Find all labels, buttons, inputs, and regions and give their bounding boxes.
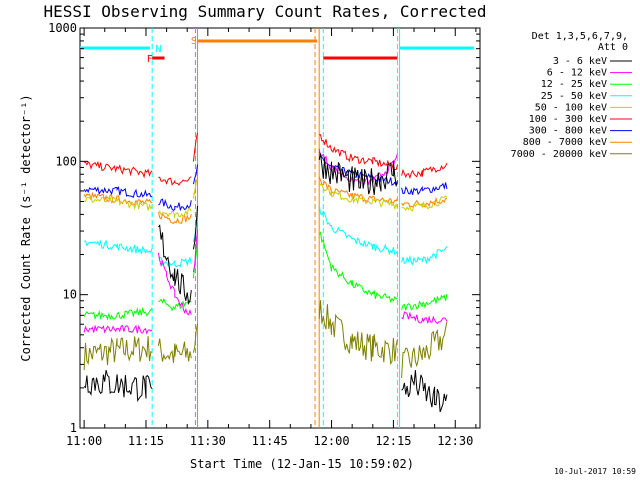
series-3-6kev: [83, 153, 448, 413]
legend-entry-label: 3 - 6 keV: [553, 56, 607, 67]
series-7000-20000kev: [83, 300, 448, 379]
flag-layer: FN S: [80, 36, 474, 65]
series-trace: [318, 300, 398, 366]
plot-frame: [79, 27, 481, 429]
x-tick-label: 12:30: [437, 434, 473, 448]
legend-entry-label: 300 - 800 keV: [529, 126, 607, 137]
series-trace: [401, 195, 448, 212]
series-trace: [83, 191, 153, 206]
flag-label-n: N: [155, 44, 161, 55]
series-trace: [192, 323, 198, 353]
plot-area: [79, 27, 481, 429]
x-tick-label: 11:45: [252, 434, 288, 448]
series-trace: [192, 179, 198, 199]
flag-label-s: S: [191, 36, 197, 47]
y-tick-label: 100: [55, 154, 77, 168]
legend-entry-label: 800 - 7000 keV: [523, 137, 607, 148]
series-trace: [83, 239, 153, 254]
chart-title: HESSI Observing Summary Count Rates, Cor…: [43, 2, 486, 21]
y-tick-label: 10: [63, 288, 77, 302]
series-trace: [157, 207, 192, 219]
x-tick-label: 12:15: [375, 434, 411, 448]
series-trace: [158, 176, 192, 186]
legend-header: Det 1,3,5,6,7,9,: [532, 31, 628, 42]
footer-date: 10-Jul-2017 10:59: [554, 467, 636, 476]
x-tick-label: 11:15: [128, 434, 164, 448]
series-trace: [319, 134, 398, 171]
series-trace: [401, 370, 448, 413]
series-trace: [401, 162, 448, 180]
series-trace: [84, 195, 153, 211]
series-50-100kev: [84, 179, 448, 219]
axes: 11:00 11:15 11:30 11:45 12:00 12:15 12:30 1 10 10…: [48, 21, 480, 448]
legend-entry-label: 50 - 100 keV: [535, 102, 607, 113]
series-trace: [158, 224, 192, 305]
series-trace: [84, 160, 153, 179]
series-trace: [192, 132, 198, 162]
x-tick-label: 11:00: [66, 434, 102, 448]
x-axis-label: Start Time (12-Jan-15 10:59:02): [190, 457, 414, 471]
series-trace: [157, 211, 192, 224]
x-tick-label: 11:30: [190, 434, 226, 448]
series-trace: [83, 186, 153, 198]
y-tick-label: 1: [70, 421, 77, 435]
series-trace: [318, 153, 398, 196]
x-tick-label: 12:00: [313, 434, 349, 448]
series-trace: [158, 256, 192, 268]
series-trace: [318, 231, 398, 303]
series-trace: [401, 246, 448, 266]
series-100-300kev: [84, 132, 448, 186]
flag-label-f: F: [147, 54, 153, 65]
legend-entry-label: 100 - 300 keV: [529, 114, 607, 125]
series-trace: [192, 205, 198, 250]
series-trace: [401, 311, 448, 325]
series-trace: [158, 297, 192, 312]
series-trace: [401, 293, 448, 311]
series-trace: [318, 182, 398, 211]
series-layer: [83, 132, 448, 413]
series-25-50kev: [83, 203, 448, 268]
legend-entry-label: 7000 - 20000 keV: [511, 149, 607, 160]
series-trace: [401, 182, 448, 195]
legend-entry-label: 6 - 12 keV: [547, 68, 607, 79]
y-axis-label: Corrected Count Rate (s⁻¹ detector⁻¹): [19, 94, 33, 361]
series-trace: [83, 336, 153, 371]
series-trace: [401, 321, 448, 379]
series-trace: [83, 369, 153, 403]
legend-entry-label: 12 - 25 keV: [541, 79, 607, 90]
series-trace: [192, 164, 198, 185]
series-trace: [318, 203, 398, 256]
series-trace: [157, 252, 192, 316]
series-trace: [158, 198, 192, 212]
series-trace: [192, 229, 198, 273]
legend-header: Att 0: [598, 42, 628, 53]
series-trace: [83, 324, 153, 335]
y-tick-label: 1000: [48, 21, 77, 35]
series-trace: [157, 338, 192, 363]
legend-entry-label: 25 - 50 keV: [541, 91, 607, 102]
series-trace: [83, 306, 153, 321]
